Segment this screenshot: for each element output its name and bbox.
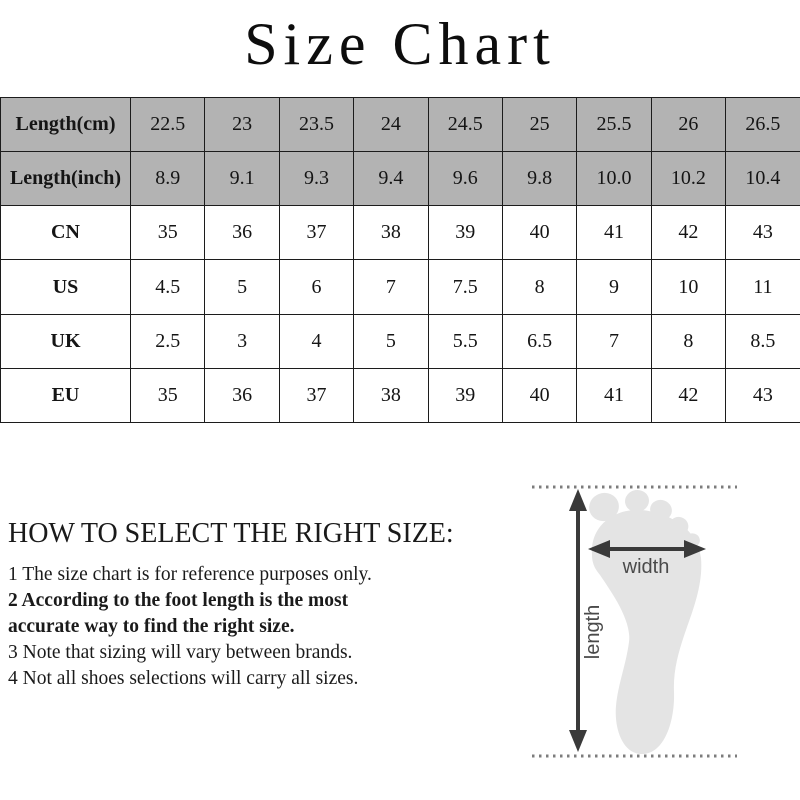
- size-value-cell: 26: [650, 96, 727, 153]
- guide-note: 2 According to the foot length is the mo…: [8, 590, 349, 637]
- table-row: UK 2.5 3 4 5 5.5 6.5 7 8 8.5: [0, 313, 800, 369]
- size-value-cell: 37: [278, 205, 355, 261]
- row-label: UK: [0, 313, 131, 369]
- table-row: Length(cm) 22.5 23 23.5 24 24.5 25 25.5 26 26.5: [0, 96, 800, 153]
- guide-notes: 1 The size chart is for reference purpos…: [8, 562, 416, 692]
- size-value-cell: 10.2: [650, 151, 727, 207]
- size-value-cell: 7: [353, 259, 429, 315]
- size-value-cell: 5: [353, 313, 429, 369]
- table-row: EU 35 36 37 38 39 40 41 42 43: [0, 367, 800, 424]
- length-label: length: [582, 605, 604, 660]
- size-value-cell: 40: [501, 367, 578, 424]
- table-row: CN 35 36 37 38 39 40 41 42 43: [0, 205, 800, 261]
- size-value-cell: 39: [427, 367, 503, 424]
- size-value-cell: 10: [650, 259, 727, 315]
- size-value-cell: 6: [278, 259, 355, 315]
- size-value-cell: 24.5: [427, 96, 503, 153]
- size-value-cell: 8: [501, 259, 578, 315]
- size-value-cell: 9.8: [501, 151, 578, 207]
- toe-3: [650, 499, 672, 521]
- row-label: EU: [0, 367, 131, 424]
- size-value-cell: 43: [725, 367, 800, 424]
- size-value-cell: 42: [650, 367, 727, 424]
- footprint-icon: [589, 489, 702, 755]
- size-value-cell: 8.5: [725, 313, 800, 369]
- row-label: US: [0, 259, 131, 315]
- size-value-cell: 3: [204, 313, 280, 369]
- row-label: Length(cm): [0, 96, 131, 153]
- table-row: US 4.5 5 6 7 7.5 8 9 10 11: [0, 259, 800, 315]
- row-label: CN: [0, 205, 131, 261]
- width-label: width: [622, 556, 670, 578]
- size-value-cell: 11: [725, 259, 800, 315]
- foot-measurement-diagram: width length: [532, 485, 737, 758]
- size-value-cell: 8: [650, 313, 727, 369]
- size-value-cell: 5.5: [427, 313, 503, 369]
- length-arrow-icon: [569, 489, 587, 752]
- size-value-cell: 35: [129, 205, 206, 261]
- size-value-cell: 4: [278, 313, 355, 369]
- size-value-cell: 36: [204, 205, 280, 261]
- size-value-cell: 9.4: [353, 151, 429, 207]
- size-value-cell: 22.5: [129, 96, 206, 153]
- toe-2: [625, 489, 649, 513]
- size-value-cell: 37: [278, 367, 355, 424]
- size-value-cell: 23.5: [278, 96, 355, 153]
- guide-note: 3 Note that sizing will vary between bra…: [8, 642, 353, 663]
- size-value-cell: 5: [204, 259, 280, 315]
- size-value-cell: 7: [576, 313, 652, 369]
- size-value-cell: 36: [204, 367, 280, 424]
- size-value-cell: 4.5: [129, 259, 206, 315]
- size-value-cell: 38: [353, 205, 429, 261]
- size-value-cell: 6.5: [501, 313, 578, 369]
- size-value-cell: 38: [353, 367, 429, 424]
- guide-note: 4 Not all shoes selections will carry al…: [8, 668, 359, 689]
- width-arrow-icon: [588, 540, 706, 558]
- size-value-cell: 35: [129, 367, 206, 424]
- foot-sole-shape: [591, 509, 702, 755]
- size-value-cell: 25: [501, 96, 578, 153]
- size-value-cell: 41: [576, 205, 652, 261]
- table-row: Length(inch) 8.9 9.1 9.3 9.4 9.6 9.8 10.0 10.2 10…: [0, 151, 800, 207]
- size-value-cell: 25.5: [576, 96, 652, 153]
- size-value-cell: 10.4: [725, 151, 800, 207]
- row-label: Length(inch): [0, 151, 131, 207]
- size-value-cell: 10.0: [576, 151, 652, 207]
- size-value-cell: 26.5: [725, 96, 800, 153]
- big-toe: [589, 492, 619, 522]
- size-value-cell: 2.5: [129, 313, 206, 369]
- size-value-cell: 43: [725, 205, 800, 261]
- size-value-cell: 39: [427, 205, 503, 261]
- size-chart-table: Length(cm) 22.5 23 23.5 24 24.5 25 25.5 26 26.5 Le…: [0, 96, 800, 424]
- size-value-cell: 9.1: [204, 151, 280, 207]
- size-value-cell: 9: [576, 259, 652, 315]
- size-value-cell: 42: [650, 205, 727, 261]
- size-value-cell: 9.6: [427, 151, 503, 207]
- guide-note: 1 The size chart is for reference purpos…: [8, 564, 372, 585]
- size-value-cell: 41: [576, 367, 652, 424]
- size-value-cell: 9.3: [278, 151, 355, 207]
- size-value-cell: 8.9: [129, 151, 206, 207]
- size-value-cell: 23: [204, 96, 280, 153]
- size-value-cell: 40: [501, 205, 578, 261]
- guide-heading: HOW TO SELECT THE RIGHT SIZE:: [8, 518, 454, 549]
- toe-4: [669, 516, 689, 536]
- size-value-cell: 7.5: [427, 259, 503, 315]
- size-value-cell: 24: [353, 96, 429, 153]
- page-title: Size Chart: [244, 11, 556, 77]
